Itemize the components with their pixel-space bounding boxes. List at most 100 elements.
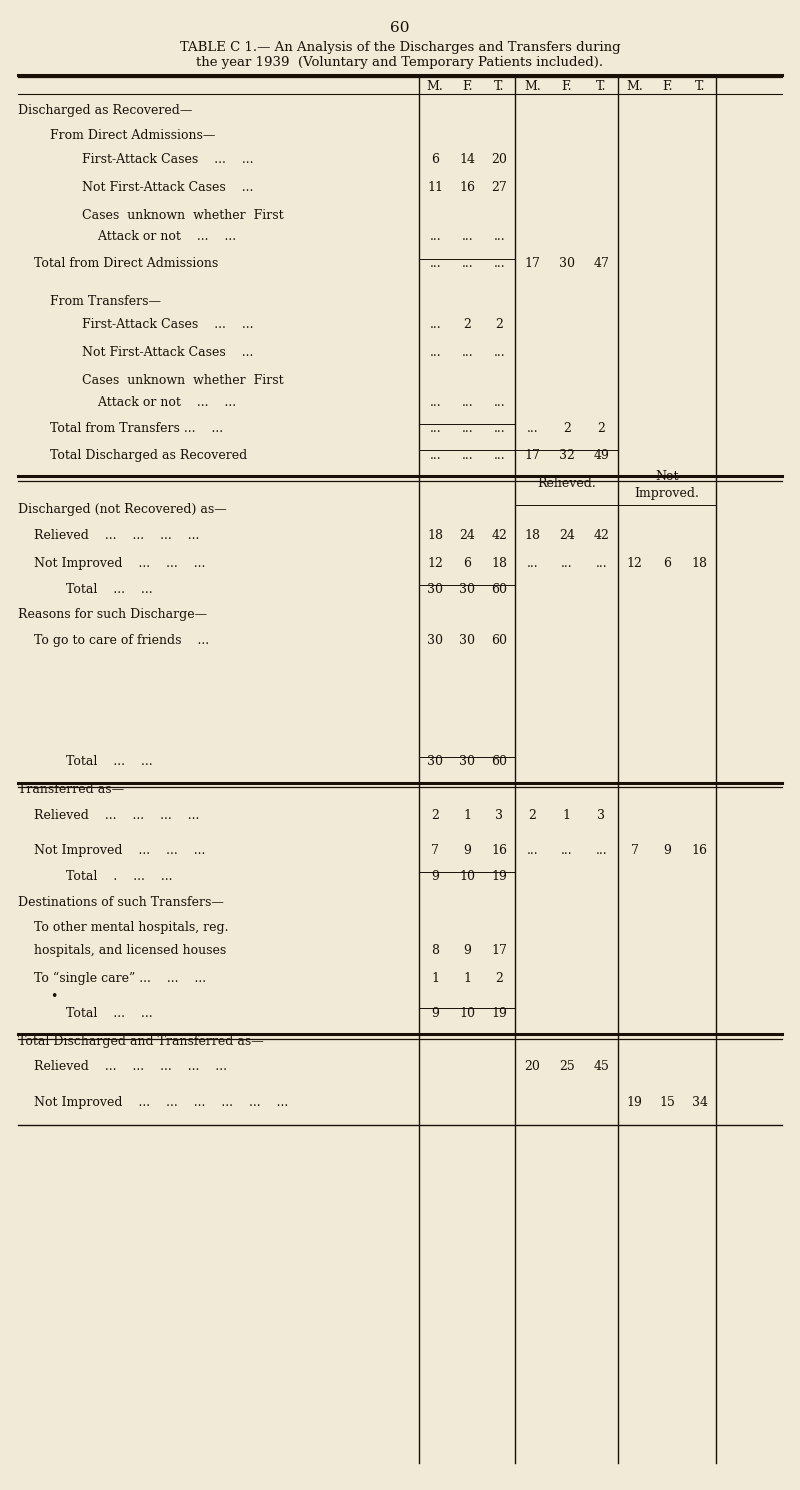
Text: ...: ... [430, 395, 441, 408]
Text: 10: 10 [459, 870, 475, 884]
Text: 20: 20 [525, 1059, 540, 1073]
Text: Discharged as Recovered—: Discharged as Recovered— [18, 104, 192, 118]
Text: 49: 49 [594, 448, 609, 462]
Text: ...: ... [561, 557, 573, 569]
Text: ...: ... [526, 557, 538, 569]
Text: 17: 17 [525, 448, 540, 462]
Text: 14: 14 [459, 153, 475, 167]
Text: Relieved    ...    ...    ...    ...: Relieved ... ... ... ... [18, 529, 199, 541]
Text: F.: F. [462, 80, 473, 92]
Text: M.: M. [626, 80, 643, 92]
Text: 30: 30 [559, 256, 575, 270]
Text: 19: 19 [626, 1097, 642, 1110]
Text: 24: 24 [559, 529, 574, 541]
Text: 60: 60 [491, 633, 507, 647]
Text: 32: 32 [559, 448, 574, 462]
Text: Not First-Attack Cases    ...: Not First-Attack Cases ... [82, 347, 253, 359]
Text: ...: ... [462, 395, 473, 408]
Text: 3: 3 [495, 809, 503, 821]
Text: 6: 6 [431, 153, 439, 167]
Text: To other mental hospitals, reg.: To other mental hospitals, reg. [18, 921, 228, 934]
Text: ...: ... [526, 843, 538, 857]
Text: 2: 2 [463, 319, 471, 331]
Text: ...: ... [430, 256, 441, 270]
Text: Attack or not    ...    ...: Attack or not ... ... [82, 395, 236, 408]
Text: Not: Not [655, 469, 679, 483]
Text: 25: 25 [559, 1059, 574, 1073]
Text: Not Improved    ...    ...    ...    ...    ...    ...: Not Improved ... ... ... ... ... ... [18, 1097, 288, 1110]
Text: 2: 2 [495, 971, 503, 985]
Text: ...: ... [494, 395, 505, 408]
Text: 2: 2 [563, 422, 570, 435]
Text: 7: 7 [630, 843, 638, 857]
Text: 30: 30 [459, 755, 475, 769]
Text: 6: 6 [663, 557, 671, 569]
Text: 1: 1 [431, 971, 439, 985]
Text: 1: 1 [463, 971, 471, 985]
Text: ...: ... [430, 347, 441, 359]
Text: Not Improved    ...    ...    ...: Not Improved ... ... ... [18, 557, 205, 569]
Text: 19: 19 [491, 870, 507, 884]
Text: Reasons for such Discharge—: Reasons for such Discharge— [18, 608, 206, 621]
Text: F.: F. [662, 80, 673, 92]
Text: T.: T. [494, 80, 504, 92]
Text: T.: T. [596, 80, 606, 92]
Text: 1: 1 [463, 809, 471, 821]
Text: To “single care” ...    ...    ...: To “single care” ... ... ... [18, 971, 206, 985]
Text: 60: 60 [390, 21, 410, 36]
Text: 8: 8 [431, 943, 439, 957]
Text: 34: 34 [692, 1097, 708, 1110]
Text: ...: ... [595, 557, 607, 569]
Text: 9: 9 [431, 870, 439, 884]
Text: 2: 2 [495, 319, 503, 331]
Text: TABLE C 1.— An Analysis of the Discharges and Transfers during: TABLE C 1.— An Analysis of the Discharge… [180, 42, 620, 54]
Text: 10: 10 [459, 1007, 475, 1019]
Text: 12: 12 [626, 557, 642, 569]
Text: M.: M. [427, 80, 443, 92]
Text: 42: 42 [594, 529, 609, 541]
Text: Total Discharged and Transferred as—: Total Discharged and Transferred as— [18, 1034, 263, 1047]
Text: ...: ... [595, 843, 607, 857]
Text: ...: ... [462, 231, 473, 243]
Text: 30: 30 [459, 583, 475, 596]
Text: ...: ... [494, 422, 505, 435]
Text: 16: 16 [459, 182, 475, 194]
Text: Cases  unknown  whether  First: Cases unknown whether First [82, 209, 283, 222]
Text: 9: 9 [663, 843, 671, 857]
Text: 19: 19 [491, 1007, 507, 1019]
Text: 12: 12 [427, 557, 443, 569]
Text: 20: 20 [491, 153, 507, 167]
Text: Relieved.: Relieved. [538, 477, 596, 490]
Text: Discharged (not Recovered) as—: Discharged (not Recovered) as— [18, 504, 226, 517]
Text: Not Improved    ...    ...    ...: Not Improved ... ... ... [18, 843, 205, 857]
Text: 42: 42 [491, 529, 507, 541]
Text: Total    .    ...    ...: Total . ... ... [18, 870, 172, 884]
Text: Total    ...    ...: Total ... ... [18, 755, 152, 769]
Text: 9: 9 [463, 843, 471, 857]
Text: 16: 16 [491, 843, 507, 857]
Text: 2: 2 [598, 422, 605, 435]
Text: ...: ... [462, 256, 473, 270]
Text: 1: 1 [563, 809, 571, 821]
Text: ...: ... [430, 319, 441, 331]
Text: 16: 16 [692, 843, 708, 857]
Text: ...: ... [494, 448, 505, 462]
Text: Relieved    ...    ...    ...    ...    ...: Relieved ... ... ... ... ... [18, 1059, 226, 1073]
Text: ...: ... [462, 448, 473, 462]
Text: Total    ...    ...: Total ... ... [18, 583, 152, 596]
Text: Attack or not    ...    ...: Attack or not ... ... [82, 231, 236, 243]
Text: First-Attack Cases    ...    ...: First-Attack Cases ... ... [82, 153, 253, 167]
Text: 30: 30 [427, 583, 443, 596]
Text: 2: 2 [431, 809, 439, 821]
Text: From Direct Admissions—: From Direct Admissions— [50, 130, 215, 143]
Text: 9: 9 [431, 1007, 439, 1019]
Text: Total from Transfers ...    ...: Total from Transfers ... ... [50, 422, 222, 435]
Text: the year 1939  (Voluntary and Temporary Patients included).: the year 1939 (Voluntary and Temporary P… [197, 57, 603, 69]
Text: ...: ... [494, 256, 505, 270]
Text: 18: 18 [427, 529, 443, 541]
Text: 30: 30 [427, 633, 443, 647]
Text: 17: 17 [491, 943, 507, 957]
Text: 17: 17 [525, 256, 540, 270]
Text: ...: ... [561, 843, 573, 857]
Text: 47: 47 [594, 256, 609, 270]
